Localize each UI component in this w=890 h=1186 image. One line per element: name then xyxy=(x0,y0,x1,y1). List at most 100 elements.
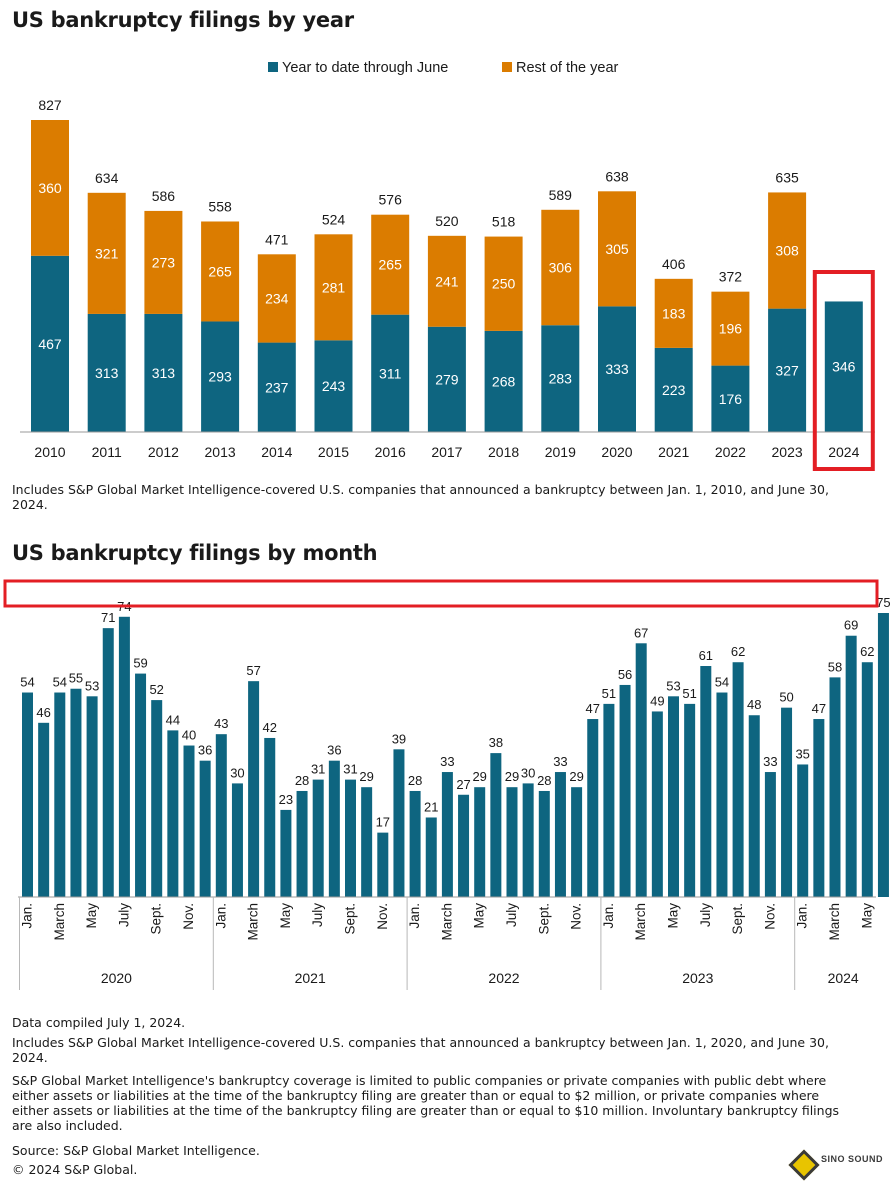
month-tick-2023-Jan: Jan. xyxy=(601,903,616,929)
value-label-2021-1: 43 xyxy=(214,716,228,731)
value-label-2021-2: 30 xyxy=(230,765,244,780)
month-tick-2021-Jan: Jan. xyxy=(213,903,228,929)
value-label-2020-8: 59 xyxy=(133,656,147,671)
bar-2022-2 xyxy=(425,817,437,897)
total-label-2013: 558 xyxy=(208,198,232,214)
value-label-2023-8: 54 xyxy=(715,675,729,690)
value-label-2023-12: 50 xyxy=(779,690,793,705)
month-tick-2020-May: May xyxy=(84,903,99,929)
value-label-2024-1: 35 xyxy=(795,746,809,761)
highlight-box-top xyxy=(3,579,879,608)
month-tick-2020-July: July xyxy=(116,903,131,927)
x-tick-2024: 2024 xyxy=(828,444,859,460)
bar-2022-12 xyxy=(587,719,599,897)
bar-2022-3 xyxy=(441,772,453,897)
label-ytd-2021: 223 xyxy=(662,382,686,398)
bar-rest-2019 xyxy=(541,209,580,326)
month-tick-2023-July: July xyxy=(698,903,713,927)
chart2-note-methodology: S&P Global Market Intelligence's bankrup… xyxy=(12,1073,840,1133)
year-label-2021: 2021 xyxy=(295,970,326,986)
bar-2023-3 xyxy=(635,643,647,897)
bar-ytd-2010 xyxy=(31,255,69,432)
value-label-2021-8: 36 xyxy=(327,743,341,758)
bar-2020-2 xyxy=(38,722,50,897)
x-tick-2023: 2023 xyxy=(772,444,803,460)
label-ytd-2022: 176 xyxy=(719,391,743,407)
bar-2023-1 xyxy=(603,703,615,897)
x-tick-2016: 2016 xyxy=(375,444,406,460)
x-tick-2017: 2017 xyxy=(431,444,462,460)
bar-ytd-2023 xyxy=(768,308,807,432)
value-label-2022-3: 33 xyxy=(440,754,454,769)
bar-2021-11 xyxy=(377,832,389,897)
label-ytd-2016: 311 xyxy=(379,365,402,381)
total-label-2017: 520 xyxy=(435,213,459,229)
label-rest-2019: 306 xyxy=(549,260,573,276)
value-label-2021-6: 28 xyxy=(295,773,309,788)
yearly-stacked-bar-chart: Year to date through June Rest of the yea… xyxy=(20,60,875,471)
month-tick-2020-March: March xyxy=(52,903,67,941)
chart2-note-copyright: © 2024 S&P Global. xyxy=(12,1162,138,1177)
bar-ytd-2016 xyxy=(371,314,410,432)
month-tick-2023-Sept: Sept. xyxy=(730,903,745,935)
bar-2023-10 xyxy=(748,715,760,897)
value-label-2023-11: 33 xyxy=(763,754,777,769)
bar-2023-5 xyxy=(668,696,679,897)
bar-rest-2016 xyxy=(371,214,410,315)
value-label-2020-3: 54 xyxy=(53,675,67,690)
bar-2023-11 xyxy=(764,772,776,897)
month-tick-2022-Sept: Sept. xyxy=(536,903,551,935)
value-label-2022-11: 29 xyxy=(569,769,583,784)
month-tick-2022-March: March xyxy=(439,903,454,941)
month-tick-2020-Jan: Jan. xyxy=(20,903,35,929)
bar-ytd-2018 xyxy=(484,330,523,432)
bar-2023-4 xyxy=(651,711,663,897)
x-tick-2011: 2011 xyxy=(92,444,122,460)
total-label-2018: 518 xyxy=(492,214,516,230)
value-label-2023-5: 53 xyxy=(666,678,680,693)
legend-label-2: Rest of the year xyxy=(516,60,619,76)
legend-label-1: Year to date through June xyxy=(282,60,448,76)
label-ytd-2023: 327 xyxy=(775,362,799,378)
month-tick-2022-Jan: Jan. xyxy=(407,903,422,929)
label-rest-2013: 265 xyxy=(208,263,232,279)
chart2-title: US bankruptcy filings by month xyxy=(12,541,378,565)
value-label-2024-2: 47 xyxy=(812,701,826,716)
total-label-2021: 406 xyxy=(662,256,686,272)
total-label-2011: 634 xyxy=(95,170,119,186)
bar-2021-8 xyxy=(328,760,340,897)
bar-rest-2021 xyxy=(654,278,693,348)
value-label-2022-12: 47 xyxy=(586,701,600,716)
label-ytd-2011: 313 xyxy=(95,365,119,381)
total-label-2020: 638 xyxy=(605,168,629,184)
value-label-2024-6: 75 xyxy=(876,595,890,610)
label-ytd-2017: 279 xyxy=(435,371,459,387)
bar-2022-5 xyxy=(474,787,486,897)
chart2-note-compiled: Data compiled July 1, 2024. xyxy=(12,1015,186,1030)
value-label-2024-4: 69 xyxy=(844,618,858,633)
label-rest-2014: 234 xyxy=(265,290,289,306)
month-tick-2024-May: May xyxy=(859,903,874,929)
bar-2024-2 xyxy=(813,719,825,897)
label-ytd-2012: 313 xyxy=(152,365,176,381)
total-label-2016: 576 xyxy=(379,192,403,208)
bar-ytd-2017 xyxy=(427,326,466,432)
value-label-2022-8: 30 xyxy=(521,765,535,780)
value-label-2023-2: 56 xyxy=(618,667,632,682)
value-label-2022-7: 29 xyxy=(505,769,519,784)
x-tick-2015: 2015 xyxy=(318,444,349,460)
bar-2023-9 xyxy=(732,662,744,897)
label-ytd-2010: 467 xyxy=(38,336,62,352)
value-label-2022-5: 29 xyxy=(472,769,486,784)
month-tick-2020-Sept: Sept. xyxy=(149,903,164,935)
month-tick-2023-May: May xyxy=(666,903,681,929)
label-rest-2022: 196 xyxy=(719,321,743,337)
bar-2020-8 xyxy=(135,673,147,897)
month-tick-2023-March: March xyxy=(633,903,648,941)
bar-2021-12 xyxy=(393,749,405,897)
month-tick-2021-Sept: Sept. xyxy=(343,903,358,935)
value-label-2023-7: 61 xyxy=(699,648,713,663)
bar-2021-5 xyxy=(280,809,292,897)
label-ytd-2013: 293 xyxy=(208,369,232,385)
